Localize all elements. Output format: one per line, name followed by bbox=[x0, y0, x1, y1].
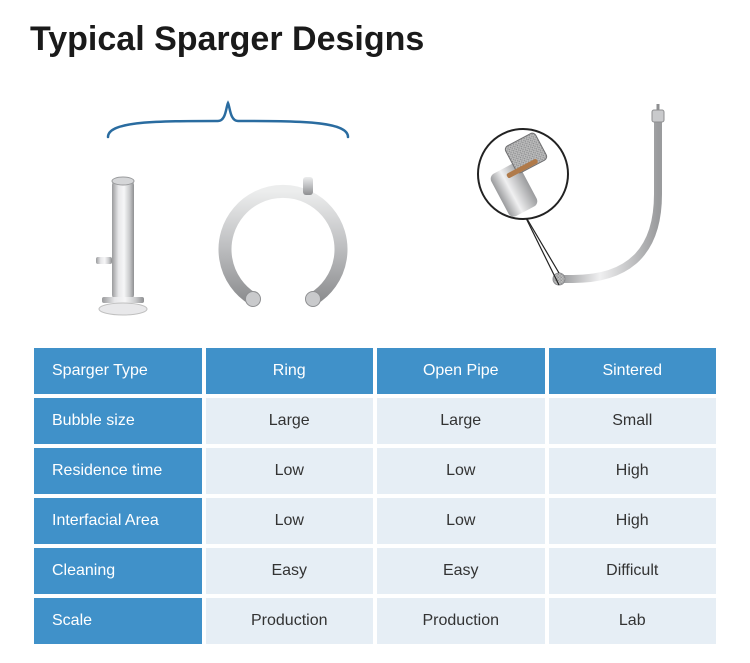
col-ring: Ring bbox=[206, 348, 374, 394]
table-cell: High bbox=[549, 448, 717, 494]
page-title: Typical Sparger Designs bbox=[30, 20, 720, 59]
row-label: Interfacial Area bbox=[34, 498, 202, 544]
table-cell: Large bbox=[206, 398, 374, 444]
table-cell: Production bbox=[377, 598, 545, 644]
table-row: Interfacial AreaLowLowHigh bbox=[34, 498, 716, 544]
table-cell: Production bbox=[206, 598, 374, 644]
table-cell: Large bbox=[377, 398, 545, 444]
row-label: Residence time bbox=[34, 448, 202, 494]
open-pipe-icon bbox=[88, 169, 158, 319]
col-sintered: Sintered bbox=[549, 348, 717, 394]
table-cell: Low bbox=[206, 498, 374, 544]
table-header-row: Sparger Type Ring Open Pipe Sintered bbox=[34, 348, 716, 394]
table-cell: Small bbox=[549, 398, 717, 444]
sparger-comparison-table: Sparger Type Ring Open Pipe Sintered Bub… bbox=[30, 344, 720, 648]
row-label: Scale bbox=[34, 598, 202, 644]
row-label: Cleaning bbox=[34, 548, 202, 594]
table-cell: High bbox=[549, 498, 717, 544]
table-cell: Low bbox=[377, 498, 545, 544]
table-row: Bubble sizeLargeLargeSmall bbox=[34, 398, 716, 444]
header-label: Sparger Type bbox=[34, 348, 202, 394]
ring-and-pipe-group bbox=[39, 89, 419, 319]
table-cell: Lab bbox=[549, 598, 717, 644]
sintered-sparger-icon bbox=[463, 104, 683, 304]
table-row: Residence timeLowLowHigh bbox=[34, 448, 716, 494]
table-row: CleaningEasyEasyDifficult bbox=[34, 548, 716, 594]
ring-sparger-icon bbox=[198, 169, 368, 319]
sintered-group bbox=[435, 89, 711, 319]
table-cell: Low bbox=[206, 448, 374, 494]
col-openpipe: Open Pipe bbox=[377, 348, 545, 394]
table-cell: Low bbox=[377, 448, 545, 494]
table-cell: Easy bbox=[377, 548, 545, 594]
table-cell: Easy bbox=[206, 548, 374, 594]
table-cell: Difficult bbox=[549, 548, 717, 594]
grouping-brace-icon bbox=[98, 99, 358, 139]
diagram-row bbox=[30, 89, 720, 319]
row-label: Bubble size bbox=[34, 398, 202, 444]
table-row: ScaleProductionProductionLab bbox=[34, 598, 716, 644]
